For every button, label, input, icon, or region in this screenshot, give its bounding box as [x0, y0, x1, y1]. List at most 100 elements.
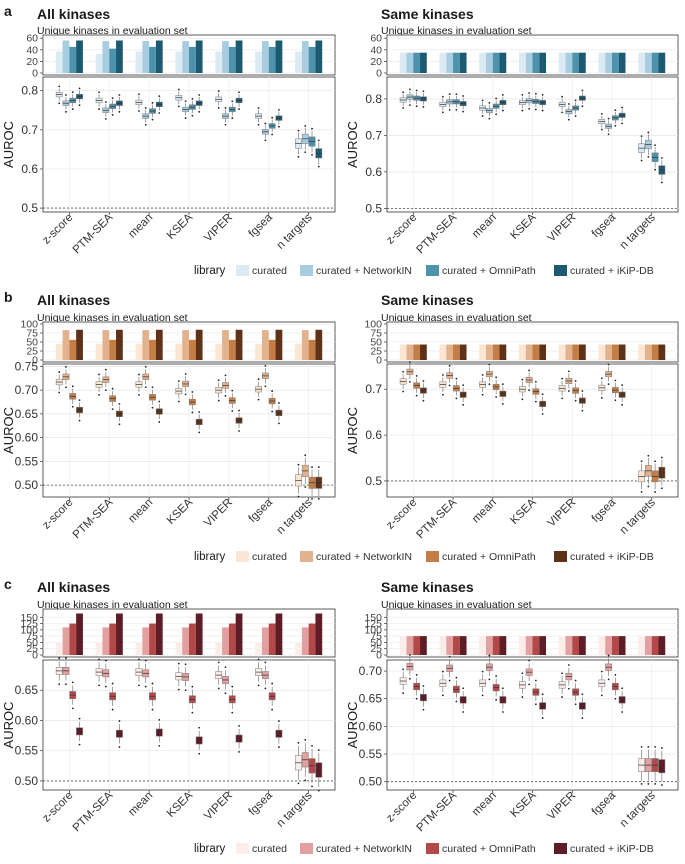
- outlier-dot: [441, 393, 444, 396]
- method-label: PTM-SEA: [415, 211, 460, 256]
- outlier-dot: [311, 466, 313, 468]
- bar-tick-label: 0: [32, 355, 38, 367]
- bar-4-2: [228, 339, 236, 360]
- outlier-dot: [297, 495, 300, 498]
- outlier-dot: [441, 374, 444, 376]
- box-tick-label: 0.5: [365, 201, 382, 215]
- y-axis-label: AUROC: [345, 407, 360, 454]
- bar-1-2: [453, 636, 460, 655]
- bar-2-1: [142, 41, 150, 73]
- outlier-dot: [224, 374, 227, 377]
- method-label: mean: [126, 212, 155, 241]
- bar-6-0: [638, 344, 645, 360]
- outlier-dot: [98, 91, 100, 94]
- outlier-dot: [640, 491, 643, 493]
- outlier-dot: [297, 463, 300, 466]
- outlier-dot: [317, 498, 320, 500]
- bar-tick-label: 125: [20, 618, 38, 630]
- outlier-dot: [144, 685, 147, 688]
- outlier-dot: [541, 93, 544, 96]
- outlier-dot: [104, 117, 107, 120]
- bar-6-0: [295, 343, 302, 360]
- box-tick-label: 0.60: [359, 719, 383, 733]
- outlier-dot: [528, 389, 531, 392]
- outlier-dot: [600, 670, 603, 673]
- outlier-dot: [138, 684, 140, 687]
- method-label: n targets: [275, 789, 315, 829]
- bar-1-1: [446, 344, 454, 360]
- bar-0-2: [413, 344, 421, 360]
- outlier-dot: [654, 144, 657, 147]
- outlier-dot: [621, 122, 624, 125]
- outlier-dot: [98, 658, 100, 661]
- method-label: n targets: [275, 211, 315, 251]
- outlier-dot: [71, 108, 74, 110]
- outlier-dot: [71, 707, 74, 710]
- outlier-dot: [422, 685, 425, 687]
- outlier-dot: [574, 99, 577, 102]
- outlier-dot: [104, 368, 107, 371]
- bar-2-1: [486, 52, 493, 73]
- panel-title: Same kinases: [381, 292, 474, 308]
- outlier-dot: [501, 687, 504, 690]
- bar-6-0: [638, 636, 645, 655]
- bar-6-0: [295, 51, 302, 73]
- bar-1-0: [95, 53, 103, 73]
- outlier-dot: [561, 377, 564, 380]
- outlier-dot: [501, 93, 504, 96]
- outlier-dot: [98, 373, 100, 376]
- outlier-dot: [58, 102, 61, 105]
- outlier-dot: [151, 682, 154, 685]
- outlier-dot: [521, 93, 524, 96]
- box-tick-label: 0.65: [15, 407, 39, 421]
- outlier-dot: [304, 125, 307, 127]
- outlier-dot: [118, 720, 121, 722]
- bar-tick-label: 25: [26, 643, 38, 655]
- outlier-dot: [198, 411, 201, 413]
- outlier-dot: [488, 363, 491, 366]
- outlier-dot: [177, 380, 180, 382]
- outlier-dot: [257, 684, 260, 687]
- outlier-dot: [448, 384, 451, 387]
- outlier-dot: [614, 674, 617, 676]
- outlier-dot: [231, 389, 234, 392]
- legend-title: library: [194, 265, 226, 277]
- bar-1-3: [459, 636, 467, 655]
- legend-swatch: [300, 265, 313, 276]
- outlier-dot: [144, 659, 147, 662]
- bar-1-1: [446, 52, 454, 73]
- outlier-dot: [621, 106, 624, 109]
- bar-6-1: [644, 344, 652, 360]
- outlier-dot: [217, 399, 220, 402]
- outlier-dot: [138, 110, 140, 112]
- bar-1-2: [109, 339, 117, 360]
- bar-2-2: [149, 623, 156, 655]
- bar-0-1: [62, 330, 70, 360]
- outlier-dot: [408, 380, 411, 383]
- outlier-dot: [541, 109, 544, 112]
- outlier-dot: [501, 403, 504, 405]
- method-label: z-score: [384, 497, 419, 532]
- bar-5-3: [618, 636, 626, 655]
- bar-6-2: [651, 52, 659, 73]
- bar-6-3: [658, 344, 666, 360]
- bar-2-3: [499, 636, 507, 655]
- outlier-dot: [264, 139, 267, 142]
- outlier-dot: [640, 460, 643, 463]
- outlier-dot: [408, 104, 411, 106]
- outlier-dot: [660, 157, 663, 159]
- outlier-dot: [231, 117, 234, 119]
- outlier-dot: [488, 383, 491, 386]
- outlier-dot: [574, 115, 577, 117]
- method-label: fgsea: [246, 496, 275, 525]
- bar-0-0: [399, 636, 407, 655]
- bar-1-1: [102, 330, 110, 360]
- outlier-dot: [600, 112, 603, 115]
- outlier-dot: [224, 692, 227, 695]
- outlier-dot: [462, 403, 465, 406]
- panel-subtitle: Unique kinases in evaluation set: [381, 599, 532, 611]
- bar-3-3: [539, 52, 547, 73]
- outlier-dot: [217, 687, 220, 690]
- bar-tick-label: 60: [26, 33, 38, 45]
- outlier-dot: [198, 110, 201, 113]
